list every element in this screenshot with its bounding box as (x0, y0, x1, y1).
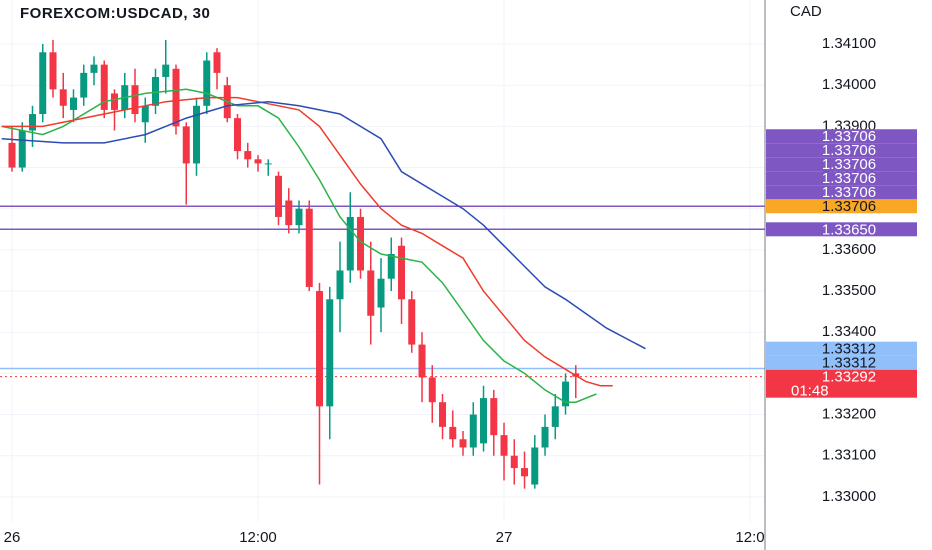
x-tick-label: 12:00 (239, 529, 277, 546)
y-tick-label: 1.33500 (822, 282, 876, 299)
candle-body (18, 130, 26, 168)
candle-body (285, 200, 293, 226)
candle-body (110, 93, 118, 110)
price-label-box (766, 355, 917, 370)
candle-body (213, 52, 221, 73)
price-label-box (766, 157, 917, 172)
price-label: 1.33706 (822, 198, 876, 215)
price-label: 1.33706 (822, 128, 876, 145)
candle-body (439, 402, 447, 427)
candle-body (449, 426, 457, 440)
candle-body (541, 426, 549, 448)
y-tick-label: 1.34100 (822, 35, 876, 52)
y-tick-label: 1.34000 (822, 76, 876, 93)
price-label-box (766, 185, 917, 200)
candle-body (316, 291, 324, 407)
candle-body (80, 72, 88, 98)
candle-body (346, 216, 354, 271)
x-tick-label: 27 (496, 529, 513, 546)
candle-body (182, 126, 190, 164)
price-label-box (766, 129, 917, 144)
price-label: 1.33312 (822, 341, 876, 358)
candle-body (264, 163, 272, 165)
countdown-label: 01:48 (791, 383, 829, 400)
y-tick-label: 1.33200 (822, 406, 876, 423)
candle-body (521, 468, 529, 477)
moving-average (1, 88, 597, 403)
candle-body (69, 97, 77, 110)
candle-body (49, 52, 57, 90)
candle-body (377, 278, 385, 308)
candle-body (336, 270, 344, 300)
price-label: 1.33706 (822, 142, 876, 159)
candle-body (408, 299, 416, 345)
candle-body (490, 398, 498, 436)
axis-cover (766, 522, 932, 550)
price-label-box (766, 171, 917, 186)
candle-body (326, 299, 334, 407)
candle-body (510, 455, 518, 469)
y-tick-label: 1.33600 (822, 241, 876, 258)
y-tick-label: 1.33100 (822, 447, 876, 464)
price-label: 1.33292 (822, 369, 876, 386)
price-label: 1.33706 (822, 184, 876, 201)
candle-body (357, 216, 365, 271)
candle-body (387, 254, 395, 279)
candle-body (428, 377, 436, 403)
price-label-box (766, 143, 917, 158)
candle-body (254, 159, 262, 164)
candle-body (193, 105, 201, 164)
candle-body (295, 208, 303, 226)
candle-body (531, 447, 539, 485)
candle-body (100, 64, 108, 110)
candle-body (500, 435, 508, 456)
candle-body (59, 89, 67, 106)
y-tick-label: 1.33400 (822, 323, 876, 340)
candle-body (39, 52, 47, 115)
x-tick-label: 26 (4, 529, 21, 546)
candle-body (562, 381, 570, 407)
candle-body (418, 344, 426, 378)
candle-body (90, 64, 98, 73)
candle-body (469, 414, 477, 448)
candle-body (305, 208, 313, 287)
moving-average (1, 96, 613, 387)
price-label: 1.33706 (822, 170, 876, 187)
candle-body (459, 439, 467, 448)
price-label-box (766, 222, 917, 237)
candle-body (172, 68, 180, 127)
price-label: 1.33312 (822, 355, 876, 372)
candle-body (551, 406, 559, 427)
candle-body (8, 142, 16, 168)
candle-body (244, 151, 252, 160)
price-label: 1.33650 (822, 221, 876, 238)
y-tick-label: 1.33000 (822, 488, 876, 505)
price-label-box (766, 341, 917, 356)
chart-title: FOREXCOM:USDCAD, 30 (20, 5, 210, 22)
candle-body (398, 245, 406, 300)
price-label-box (766, 369, 917, 398)
candle-body (131, 85, 139, 115)
price-label-box (766, 199, 917, 214)
candle-body (234, 118, 242, 152)
candle-body (141, 105, 149, 123)
candle-body (162, 64, 170, 77)
candle-body (480, 398, 488, 444)
candle-body (367, 270, 375, 316)
price-label: 1.33706 (822, 156, 876, 173)
candle-body (203, 60, 211, 106)
x-tick-label: 12:0 (735, 529, 764, 546)
axis-unit: CAD (790, 3, 822, 20)
candle-body (275, 175, 283, 217)
moving-average (1, 100, 646, 350)
candle-body (28, 114, 36, 131)
candle-body (152, 76, 160, 106)
